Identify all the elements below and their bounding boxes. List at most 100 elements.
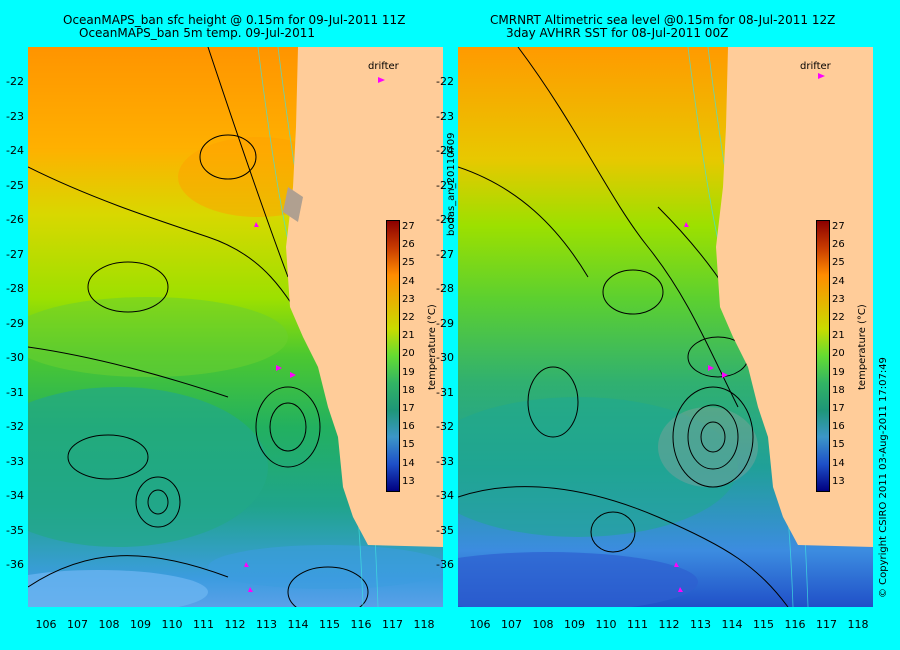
- right-title-line2: 3day AVHRR SST for 08-Jul-2011 00Z: [506, 26, 729, 40]
- left-shark-bay: [283, 187, 303, 222]
- left-lon-tick: 112: [224, 618, 246, 631]
- right-colorbar-tick: 27: [832, 221, 845, 232]
- right-colorbar-tick: 18: [832, 384, 845, 396]
- left-colorbar-tick: 23: [402, 293, 415, 305]
- right-colorbar-tick: 15: [832, 439, 845, 451]
- copyright-label: © Copyright CSIRO 2011 03-Aug-2011 17:07…: [878, 357, 889, 598]
- left-colorbar: [386, 220, 400, 492]
- right-lon-tick: 116: [784, 618, 806, 631]
- right-map-panel: drifter: [458, 47, 873, 607]
- right-lon-tick: 114: [721, 618, 743, 631]
- left-colorbar-tick: 24: [402, 275, 415, 287]
- right-land: [716, 47, 873, 547]
- left-colorbar-tick: 13: [402, 475, 415, 487]
- left-lon-tick: 108: [98, 618, 120, 631]
- left-lat-tick: -23: [6, 109, 24, 123]
- left-lat-tick: -29: [6, 316, 24, 330]
- right-drifter-tracks: [674, 222, 728, 592]
- right-lon-tick: 115: [753, 618, 774, 631]
- left-land: [286, 47, 443, 547]
- right-lon-tick: 113: [690, 618, 711, 631]
- right-sst-patch-south: [458, 397, 738, 537]
- left-lon-tick: 113: [256, 618, 277, 631]
- right-lat-tick: -24: [436, 144, 454, 157]
- left-colorbar-tick: 17: [402, 403, 415, 414]
- left-lon-tick: 106: [35, 618, 57, 631]
- right-colorbar-tick: 13: [832, 475, 845, 487]
- left-lon-tick: 114: [287, 618, 309, 631]
- left-lat-tick: -32: [6, 420, 24, 433]
- left-colorbar-tick: 20: [402, 348, 415, 360]
- left-colorbar-tick: 22: [402, 312, 415, 323]
- right-colorbar-tick: 20: [832, 348, 845, 360]
- left-lat-tick: -26: [6, 213, 24, 226]
- right-lon-tick: 118: [847, 618, 869, 631]
- right-colorbar-tick: 16: [832, 421, 845, 433]
- left-lat-tick: -27: [6, 247, 24, 261]
- right-lon-tick: 107: [501, 618, 522, 631]
- left-colorbar-tick: 27: [402, 221, 415, 232]
- left-lon-tick: 107: [67, 618, 88, 631]
- right-lat-tick: -23: [436, 109, 454, 123]
- left-lon-tick: 118: [413, 618, 435, 631]
- left-lon-tick: 116: [350, 618, 372, 631]
- left-drifter-legend-marker: [378, 77, 385, 83]
- right-sst-patch-cool: [458, 552, 698, 607]
- right-colorbar: [816, 220, 830, 492]
- left-drifter-label: drifter: [368, 61, 400, 72]
- right-lon-tick: 108: [532, 618, 554, 631]
- right-drifter-label: drifter: [800, 61, 832, 72]
- right-lon-tick: 109: [564, 618, 585, 631]
- left-colorbar-tick: 25: [402, 257, 415, 269]
- left-drifter-tracks: [244, 222, 296, 592]
- right-lon-tick: 117: [816, 618, 837, 631]
- right-colorbar-tick: 26: [832, 239, 845, 251]
- right-colorbar-tick: 17: [832, 403, 845, 414]
- left-lon-tick: 111: [193, 618, 214, 631]
- right-colorbar-tick: 22: [832, 312, 845, 323]
- left-sst-patch-cool: [28, 570, 208, 607]
- left-sst-patch-mid: [28, 297, 288, 377]
- left-lon-tick: 117: [382, 618, 403, 631]
- left-colorbar-tick: 19: [402, 366, 415, 378]
- right-lat-tick: -22: [436, 75, 454, 88]
- right-lat-tick: -29: [436, 316, 454, 330]
- right-lat-tick: -35: [436, 523, 454, 537]
- left-lat-tick: -25: [6, 178, 24, 192]
- left-title-line1: OceanMAPS_ban sfc height @ 0.15m for 09-…: [63, 13, 406, 27]
- right-colorbar-tick: 23: [832, 293, 845, 305]
- right-colorbar-tick: 14: [832, 457, 845, 469]
- left-lat-tick: -28: [6, 282, 24, 295]
- right-title-line1: CMRNRT Altimetric sea level @0.15m for 0…: [490, 13, 836, 27]
- right-cloud-patch: [658, 407, 758, 487]
- left-lon-tick: 109: [130, 618, 151, 631]
- right-map-svg: drifter: [458, 47, 873, 607]
- right-lat-tick: -34: [436, 489, 454, 502]
- left-lon-tick: 115: [319, 618, 340, 631]
- left-colorbar-tick: 14: [402, 457, 415, 469]
- left-colorbar-tick: 26: [402, 239, 415, 251]
- left-title-line2: OceanMAPS_ban 5m temp. 09-Jul-2011: [79, 26, 315, 40]
- left-lat-tick: -31: [6, 385, 24, 399]
- left-map-panel: drifter: [28, 47, 443, 607]
- right-lon-tick: 112: [658, 618, 680, 631]
- left-colorbar-tick: 18: [402, 384, 415, 396]
- left-lat-tick: -36: [6, 558, 24, 571]
- right-drifter-legend-marker: [818, 73, 825, 79]
- right-colorbar-label: temperature (°C): [857, 304, 868, 390]
- right-lat-tick: -36: [436, 558, 454, 571]
- left-lat-tick: -24: [6, 144, 24, 157]
- left-lat-tick: -22: [6, 75, 24, 88]
- right-colorbar-tick: 24: [832, 275, 845, 287]
- left-lat-tick: -30: [6, 351, 24, 364]
- right-lat-tick: -26: [436, 213, 454, 226]
- left-sst-patch-south: [28, 387, 268, 547]
- left-height-contours: [28, 47, 369, 607]
- left-lat-tick: -33: [6, 454, 24, 468]
- right-lat-tick: -31: [436, 385, 454, 399]
- left-lat-tick: -34: [6, 489, 24, 502]
- right-colorbar-tick: 25: [832, 257, 845, 269]
- right-lon-tick: 111: [627, 618, 648, 631]
- right-lat-tick: -27: [436, 247, 454, 261]
- run-id-label: bodas_an_20110709: [446, 132, 457, 236]
